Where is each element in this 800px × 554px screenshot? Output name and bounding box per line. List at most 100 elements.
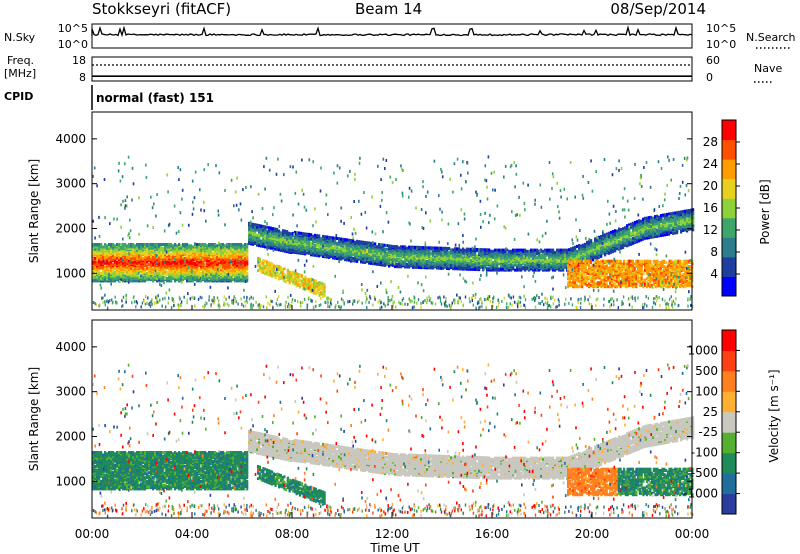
power-cell bbox=[220, 243, 223, 246]
power-cell bbox=[558, 248, 561, 252]
power-cell bbox=[422, 246, 425, 250]
power-cell bbox=[398, 246, 401, 250]
power-cell bbox=[238, 255, 241, 259]
power-cell bbox=[132, 256, 135, 260]
power-cell bbox=[164, 243, 167, 246]
power-cell bbox=[344, 241, 347, 245]
power-cell bbox=[180, 261, 183, 265]
power-cell bbox=[514, 248, 517, 252]
power-cell bbox=[214, 243, 217, 246]
power-cell bbox=[244, 246, 247, 250]
power-cell bbox=[110, 263, 113, 267]
power-cell bbox=[378, 249, 381, 253]
power-cell bbox=[360, 251, 363, 255]
power-cell bbox=[482, 248, 485, 252]
power-cell bbox=[312, 237, 315, 241]
power-cell bbox=[346, 257, 349, 261]
nave-label: Nave bbox=[754, 62, 782, 75]
power-cell bbox=[298, 244, 301, 247]
power-cell bbox=[168, 243, 171, 246]
power-cell bbox=[126, 244, 129, 248]
power-cell bbox=[308, 232, 311, 236]
power-cell bbox=[474, 247, 477, 251]
power-cell bbox=[146, 243, 149, 246]
power-cell bbox=[166, 253, 169, 256]
power-cell bbox=[250, 233, 253, 237]
power-cell bbox=[308, 241, 311, 245]
power-cell bbox=[542, 249, 545, 253]
power-cell bbox=[94, 256, 97, 260]
power-cell bbox=[546, 258, 549, 262]
power-cell bbox=[466, 247, 469, 251]
power-cell bbox=[338, 247, 341, 251]
power-cell bbox=[128, 245, 131, 249]
power-cell bbox=[344, 238, 347, 242]
power-cell bbox=[402, 260, 405, 264]
power-cell bbox=[310, 233, 313, 237]
power-cell bbox=[166, 276, 169, 280]
power-cell bbox=[116, 275, 119, 279]
power-cell bbox=[286, 230, 289, 234]
nave-tick-bottom: 0 bbox=[706, 71, 713, 84]
power-cell bbox=[154, 253, 157, 256]
power-cell bbox=[290, 232, 293, 236]
power-cell bbox=[166, 243, 169, 246]
power-cell bbox=[394, 245, 397, 249]
power-cell bbox=[418, 245, 421, 249]
power-cell bbox=[118, 243, 121, 246]
power-cell bbox=[110, 258, 113, 262]
power-cell bbox=[500, 248, 503, 252]
power-cell bbox=[392, 251, 395, 255]
power-cell bbox=[398, 249, 401, 252]
power-cell bbox=[154, 243, 157, 246]
power-cell bbox=[374, 249, 377, 253]
power-cell bbox=[380, 243, 383, 247]
power-cell bbox=[126, 260, 129, 264]
power-cell bbox=[548, 248, 551, 252]
power-cell bbox=[150, 266, 153, 270]
power-cell bbox=[130, 274, 133, 278]
power-cell bbox=[256, 236, 259, 240]
power-cell bbox=[282, 236, 285, 240]
power-cell bbox=[544, 248, 547, 252]
power-cell bbox=[318, 248, 321, 252]
power-cell bbox=[236, 279, 239, 283]
power-cell bbox=[212, 270, 215, 274]
power-cell bbox=[216, 244, 219, 248]
power-cell bbox=[166, 273, 169, 277]
power-cell bbox=[148, 243, 151, 246]
power-cell bbox=[116, 253, 119, 256]
power-cell bbox=[110, 249, 113, 253]
power-cell bbox=[350, 250, 353, 254]
nave-tick-top: 60 bbox=[706, 54, 720, 67]
power-cell bbox=[270, 234, 273, 238]
power-cell bbox=[382, 254, 385, 258]
power-cell bbox=[190, 244, 193, 248]
power-cell bbox=[124, 249, 127, 253]
power-cell bbox=[226, 254, 229, 258]
power-cell bbox=[336, 242, 339, 245]
power-cell bbox=[210, 273, 213, 277]
power-cell bbox=[618, 240, 621, 244]
power-cell bbox=[572, 246, 575, 250]
power-cell bbox=[652, 216, 655, 220]
power-cell bbox=[426, 260, 429, 263]
power-cell bbox=[120, 254, 123, 258]
power-cell bbox=[502, 248, 505, 252]
power-cell bbox=[288, 231, 291, 235]
power-cell bbox=[152, 243, 155, 246]
power-cell bbox=[288, 244, 291, 248]
power-cell bbox=[270, 226, 273, 230]
freq-tick-top: 18 bbox=[72, 54, 86, 67]
power-cell bbox=[172, 244, 175, 248]
power-cell bbox=[354, 253, 357, 257]
power-cell bbox=[266, 245, 269, 249]
power-cell bbox=[228, 243, 231, 246]
power-cell bbox=[406, 259, 409, 263]
power-cell bbox=[434, 246, 437, 250]
power-cell bbox=[204, 253, 207, 256]
power-cell bbox=[128, 270, 131, 274]
power-cell bbox=[354, 240, 357, 244]
power-cell bbox=[406, 246, 409, 250]
power-cell bbox=[162, 243, 165, 246]
